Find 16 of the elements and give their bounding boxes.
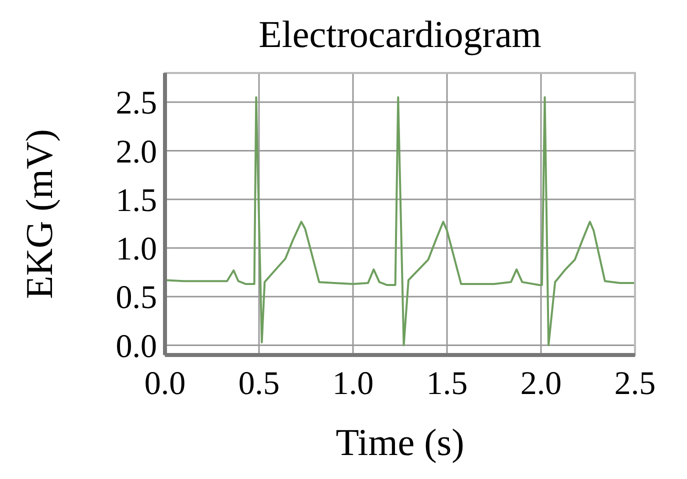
x-tick-label: 0.5 xyxy=(238,366,280,402)
chart-title: Electrocardiogram xyxy=(258,14,542,56)
x-tick-label: 1.5 xyxy=(426,366,468,402)
y-tick-label: 2.5 xyxy=(116,86,157,122)
x-tick-label: 2.0 xyxy=(520,366,562,402)
x-axis-title: Time (s) xyxy=(336,422,464,464)
y-tick-label: 1.0 xyxy=(116,232,157,268)
x-tick-label: 0.0 xyxy=(144,366,186,402)
y-axis-title: EKG (mV) xyxy=(19,129,61,299)
y-tick-label: 1.5 xyxy=(116,182,157,219)
y-tick-label: 0.0 xyxy=(116,328,157,365)
x-tick-label: 1.0 xyxy=(332,366,374,402)
line-series xyxy=(164,96,636,346)
y-tick-label: 2.0 xyxy=(116,134,157,170)
x-tick-label: 2.5 xyxy=(614,366,656,402)
y-tick-label: 0.5 xyxy=(116,280,157,316)
